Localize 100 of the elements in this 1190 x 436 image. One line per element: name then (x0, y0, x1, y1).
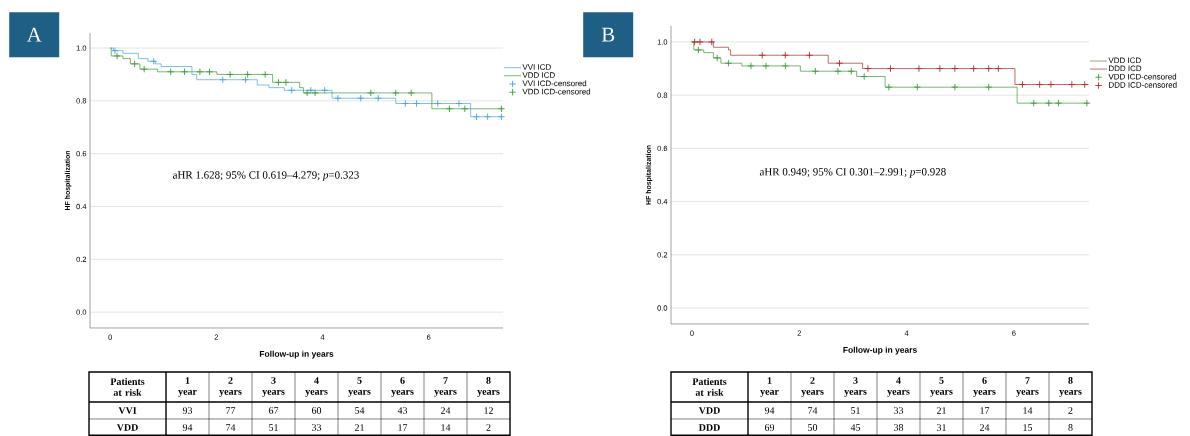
x-tick-label: 4 years (305, 377, 328, 397)
point (1081, 80, 1089, 89)
point (167, 68, 175, 76)
data-label: 94 (764, 407, 775, 414)
point (708, 38, 716, 46)
y-tick-label: VVI (118, 407, 137, 414)
data-label: 45 (850, 424, 861, 431)
point (407, 89, 415, 97)
point (915, 64, 923, 73)
point (244, 70, 252, 79)
data-label: 77 (226, 407, 236, 414)
data-label: 74 (808, 407, 818, 414)
point (951, 64, 959, 73)
point (401, 99, 409, 108)
x-tick-label: 7 years (434, 377, 457, 397)
annotation: aHR 1.628; 95% CI 0.619–4.279; p=0.323 (172, 171, 359, 181)
point (885, 83, 893, 91)
point (111, 47, 119, 55)
x-tick-label: 2 years (219, 377, 242, 397)
data-label: 15 (1023, 424, 1033, 431)
x-tick-label: 4 years (887, 377, 910, 397)
point (1083, 99, 1091, 107)
point (805, 51, 814, 59)
point (288, 86, 296, 94)
point (936, 64, 944, 73)
point (334, 94, 342, 102)
point (886, 64, 895, 73)
point (713, 54, 721, 62)
data-label: 2 (1068, 407, 1073, 414)
point (205, 68, 214, 76)
point (762, 62, 770, 70)
point (994, 64, 1002, 73)
point (747, 62, 755, 70)
x-tick-label: 7 years (1016, 377, 1039, 397)
point (483, 113, 492, 121)
data-label: 8 (1068, 424, 1073, 431)
x-tick-label: 6 years (391, 377, 414, 397)
point (847, 67, 855, 75)
point (226, 70, 234, 79)
point (374, 94, 382, 102)
chart-title: B (601, 27, 615, 42)
x-tick-label: 1 year (760, 377, 779, 397)
data-label: 69 (764, 424, 775, 431)
data-label: 24 (440, 407, 451, 414)
point (985, 64, 993, 73)
point (392, 89, 400, 97)
point (758, 51, 766, 59)
data-label: 54 (355, 407, 365, 414)
point (835, 59, 844, 67)
point (1030, 99, 1038, 107)
point (864, 64, 872, 73)
y-tick-label: DDD (698, 424, 720, 431)
point (1045, 99, 1053, 107)
point (1047, 80, 1055, 89)
point (434, 99, 442, 108)
data-label: 93 (182, 407, 193, 414)
point (367, 89, 375, 97)
x-tick-label: 6 years (973, 377, 996, 397)
data-label: 21 (936, 407, 946, 414)
x-axis-title: Follow-up in years (259, 350, 334, 359)
data-label: 67 (268, 407, 279, 414)
annotation: aHR 0.949; 95% CI 0.301–2.991; p=0.928 (759, 168, 946, 178)
point (261, 70, 269, 79)
x-axis-title: Follow-up in years (843, 346, 917, 355)
point (445, 105, 454, 113)
data-label: 74 (226, 424, 236, 431)
data-label: 94 (182, 424, 193, 431)
point (1036, 80, 1044, 89)
point (472, 113, 481, 121)
point (781, 62, 789, 70)
point (140, 65, 148, 73)
point (985, 83, 993, 91)
point (724, 59, 733, 67)
data-label: 33 (894, 407, 904, 414)
point (303, 89, 311, 97)
point (321, 86, 329, 94)
data-label: 31 (937, 424, 946, 431)
x-tick-label: 8 years (477, 377, 500, 397)
point (696, 38, 704, 46)
data-label: 51 (851, 407, 860, 414)
x-tick-label: 2 years (801, 377, 824, 397)
data-label: 38 (894, 424, 904, 431)
chart-title: Patients at risk (110, 377, 145, 396)
chart-title: Patients at risk (692, 377, 727, 396)
point (130, 60, 139, 68)
data-label: 14 (1023, 407, 1033, 414)
x-tick-label: 3 years (262, 377, 285, 397)
data-label: 33 (312, 424, 322, 431)
data-label: 24 (979, 424, 990, 431)
point (1018, 80, 1027, 89)
point (1054, 99, 1063, 107)
x-tick-label: 3 years (844, 377, 867, 397)
point (781, 51, 789, 59)
data-label: 51 (269, 424, 278, 431)
data-label: 17 (980, 407, 990, 414)
chart-title: A (26, 27, 42, 42)
x-tick-label: 5 years (348, 377, 371, 397)
point (461, 105, 469, 113)
point (219, 76, 227, 84)
point (113, 52, 121, 60)
